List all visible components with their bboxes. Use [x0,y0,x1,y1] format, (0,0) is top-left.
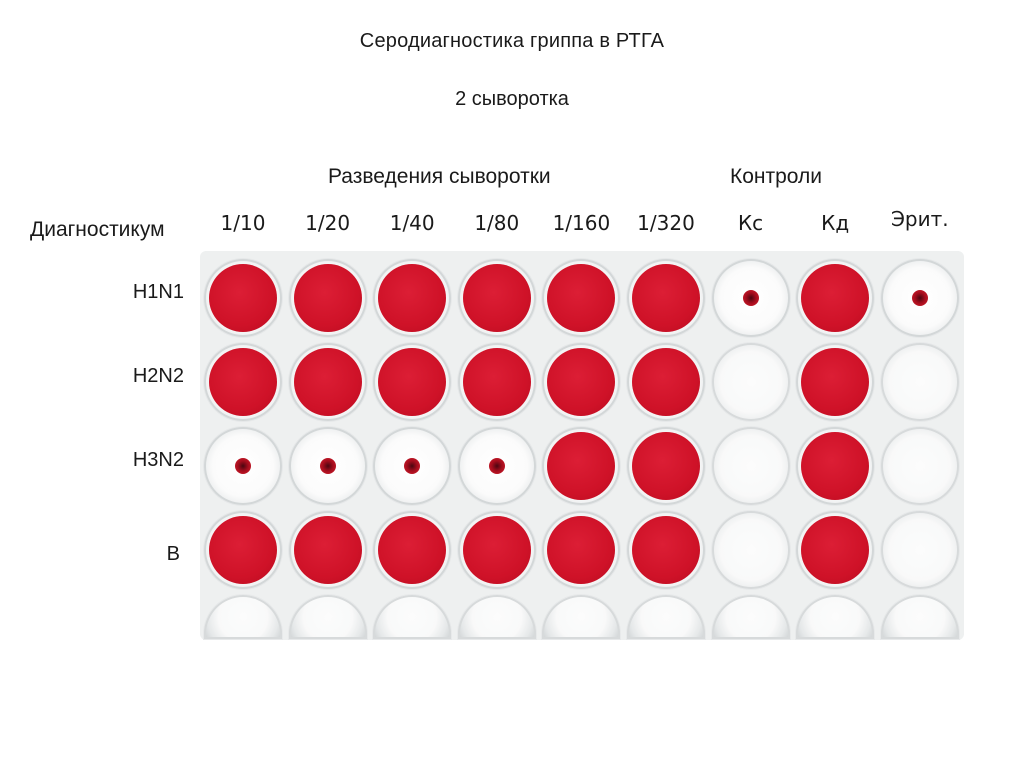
diagram-subtitle: 2 сыворотка [455,88,569,110]
well-agglutination [796,511,875,589]
row-label: H1N1 [132,281,184,303]
well-empty [880,511,959,589]
well-empty [542,595,621,639]
well-agglutination [796,259,875,337]
well-empty [880,343,959,421]
agglutination-fill [209,516,277,584]
agglutination-fill [801,516,870,584]
agglutination-fill [547,432,616,500]
well-empty [711,511,790,589]
well-agglutination [542,427,621,505]
controls-group-label: Контроли [730,165,823,188]
sediment-dot [488,458,505,474]
column-header: Эрит. [890,207,949,231]
well-empty [711,343,790,421]
well-agglutination [373,343,452,421]
agglutination-fill [209,348,277,416]
column-header: 1/80 [474,211,520,235]
column-header: 1/320 [637,211,695,235]
well-empty [711,427,790,505]
agglutination-fill [801,432,870,500]
well-agglutination [288,511,367,589]
agglutination-fill [632,516,700,584]
agglutination-fill [632,432,700,500]
well-agglutination [457,511,536,589]
well-agglutination [627,343,705,421]
well-agglutination [542,259,621,337]
agglutination-fill [378,516,447,584]
agglutination-fill [547,264,616,332]
column-header: 1/10 [220,211,266,235]
agglutination-fill [547,516,616,584]
well-sediment [204,427,282,505]
well-agglutination [457,343,536,421]
diagnosticum-label: Диагностикум [30,218,165,241]
dilutions-group-label: Разведения сыворотки [328,165,551,188]
sediment-dot [235,458,251,474]
well-sediment [880,259,959,337]
well-agglutination [627,511,705,589]
agglutination-fill [632,348,700,416]
agglutination-fill [462,348,531,416]
well-sediment [711,259,790,337]
agglutination-fill [293,264,362,332]
column-header: 1/20 [305,211,351,235]
sediment-dot [319,458,336,474]
well-agglutination [204,343,282,421]
agglutination-fill [462,264,531,332]
well-agglutination [542,343,621,421]
well-agglutination [796,343,875,421]
well-sediment [373,427,452,505]
agglutination-fill [801,264,870,332]
agglutination-fill [462,516,531,584]
column-header: 1/160 [552,211,611,235]
well-agglutination [288,259,367,337]
well-sediment [457,427,536,505]
well-agglutination [627,427,705,505]
row-label: B [166,543,180,565]
well-empty [288,595,367,639]
diagram-title: Серодиагностика гриппа в РТГА [359,30,665,52]
well-empty [373,595,452,639]
agglutination-fill [547,348,616,416]
well-empty [796,595,875,639]
well-agglutination [457,259,536,337]
well-empty [711,595,790,639]
agglutination-fill [209,264,277,332]
well-empty [880,427,959,505]
well-agglutination [373,259,452,337]
row-label: H2N2 [132,365,184,387]
row-label: H3N2 [132,449,184,471]
well-sediment [288,427,367,505]
sediment-dot [742,290,759,306]
agglutination-fill [378,264,447,332]
well-agglutination [627,259,705,337]
sediment-dot [404,458,421,474]
well-agglutination [288,343,367,421]
agglutination-fill [632,264,700,332]
well-agglutination [204,259,282,337]
well-empty [204,595,282,639]
agglutination-fill [378,348,447,416]
well-agglutination [373,511,452,589]
agglutination-fill [293,516,362,584]
well-agglutination [204,511,282,589]
agglutination-fill [801,348,870,416]
column-header: 1/40 [389,211,435,235]
column-header: Кс [737,211,764,235]
sediment-dot [911,290,928,306]
well-agglutination [542,511,621,589]
well-empty [627,595,705,639]
well-empty [457,595,536,639]
agglutination-fill [293,348,362,416]
microplate [200,251,964,640]
well-empty [880,595,959,639]
column-header: Кд [821,211,850,235]
well-agglutination [796,427,875,505]
